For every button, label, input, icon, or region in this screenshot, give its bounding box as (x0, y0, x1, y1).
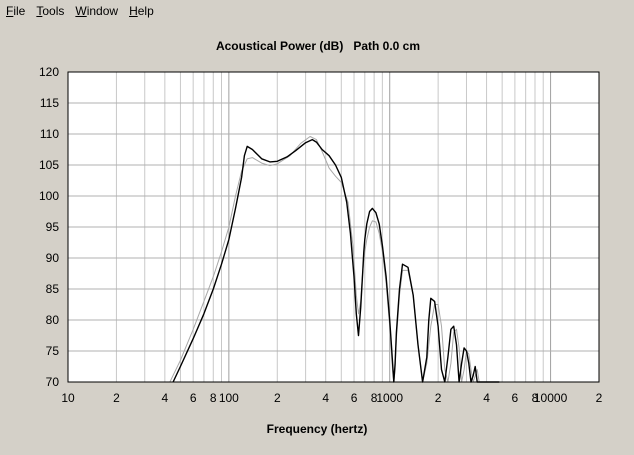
y-tick-label: 90 (46, 251, 60, 265)
menu-bar: File Tools Window Help (0, 0, 634, 22)
menu-tools[interactable]: Tools (36, 4, 65, 18)
x-tick-label: 8 (532, 391, 539, 405)
y-tick-label: 85 (46, 282, 60, 296)
y-tick-label: 110 (40, 127, 59, 141)
x-tick-label: 4 (483, 391, 490, 405)
x-tick-label: 2 (113, 391, 120, 405)
y-tick-label: 120 (39, 65, 59, 79)
x-tick-label: 10000 (534, 391, 568, 405)
x-tick-label: 6 (351, 391, 358, 405)
curves (169, 136, 500, 383)
y-tick-label: 105 (39, 158, 59, 172)
chart-title: Acoustical Power (dB) Path 0.0 cm (216, 39, 420, 53)
series-line-primary (172, 138, 500, 383)
x-tick-label: 8 (371, 391, 378, 405)
x-tick-label: 4 (162, 391, 169, 405)
y-tick-label: 100 (39, 189, 59, 203)
x-tick-label: 2 (435, 391, 442, 405)
x-tick-label: 6 (512, 391, 519, 405)
y-tick-label: 115 (40, 96, 59, 110)
x-tick-label: 6 (190, 391, 197, 405)
y-axis-labels: 70 75 80 85 90 95 100 105 110 115 120 (39, 65, 59, 389)
grid-lines (68, 72, 599, 382)
y-tick-label: 80 (46, 313, 60, 327)
y-tick-label: 95 (46, 220, 60, 234)
menu-help[interactable]: Help (129, 4, 154, 18)
series-line-secondary (169, 136, 482, 383)
menu-window[interactable]: Window (75, 4, 119, 18)
menu-file[interactable]: File (6, 4, 26, 18)
plot-frame (67, 71, 600, 383)
x-axis-title: Frequency (hertz) (267, 422, 368, 436)
y-tick-label: 70 (46, 375, 60, 389)
x-tick-label: 100 (219, 391, 239, 405)
x-tick-label: 2 (274, 391, 281, 405)
x-tick-label: 10 (61, 391, 75, 405)
y-tick-label: 75 (46, 344, 60, 358)
x-tick-label: 8 (210, 391, 217, 405)
x-tick-label: 1000 (376, 391, 403, 405)
x-tick-label: 2 (596, 391, 603, 405)
x-tick-label: 4 (322, 391, 329, 405)
